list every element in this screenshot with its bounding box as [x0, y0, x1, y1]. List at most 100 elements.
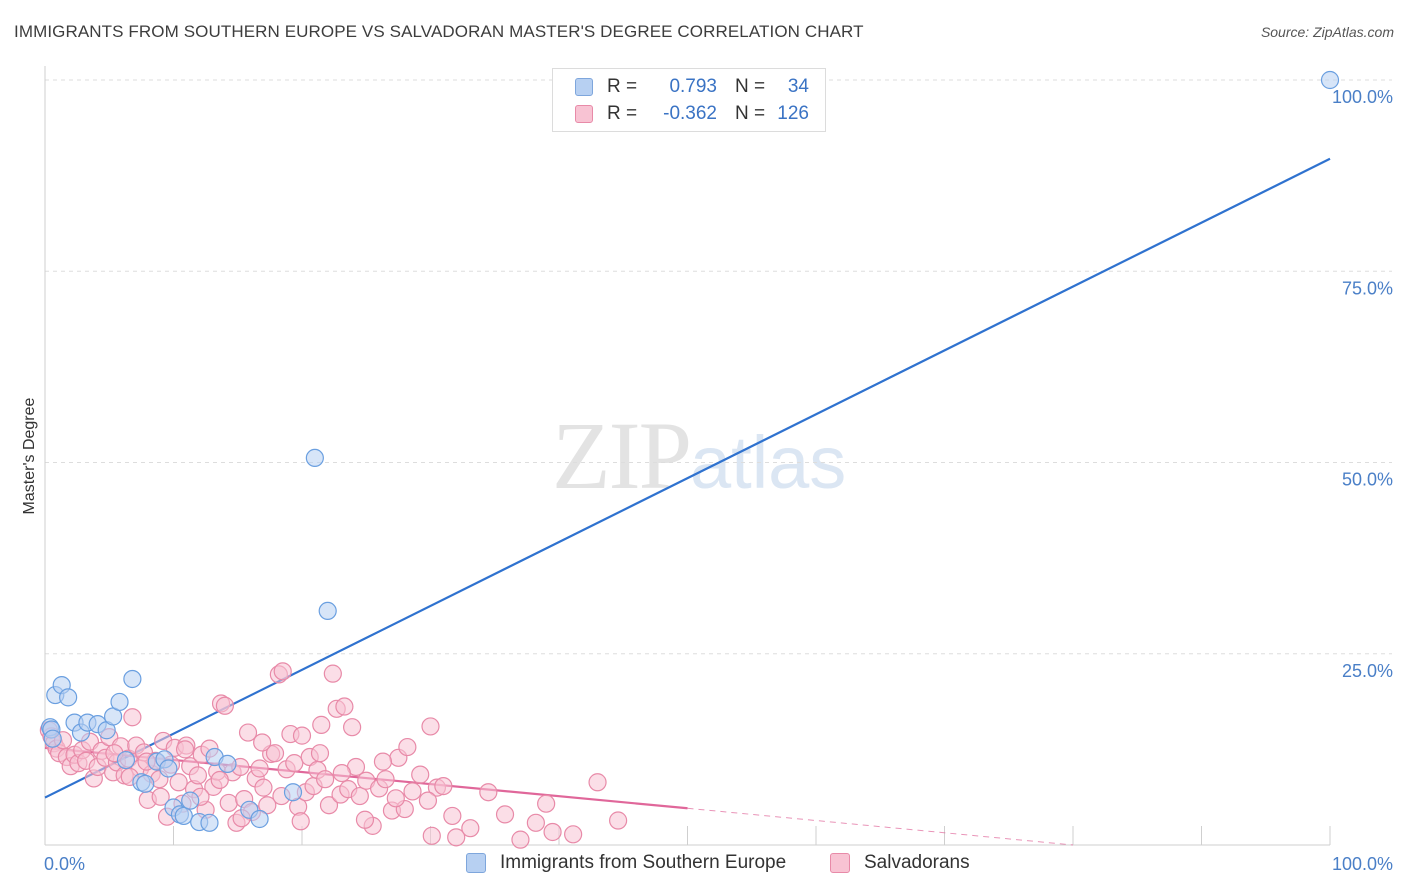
point-salvadorans [376, 770, 395, 789]
legend-row-salvadorans: R = -0.362 N = 126 [575, 101, 809, 127]
point-salvadorans [479, 783, 498, 802]
point-salvadorans [411, 765, 430, 784]
point-southern-europe [305, 448, 324, 468]
legend-n-value: 34 [787, 76, 809, 97]
point-salvadorans [421, 717, 440, 736]
point-salvadorans [292, 726, 312, 745]
point-salvadorans [386, 789, 405, 808]
legend-swatch-blue [466, 853, 486, 873]
legend-swatch-blue [575, 78, 593, 96]
point-salvadorans [210, 770, 229, 790]
point-salvadorans [285, 754, 304, 773]
point-salvadorans [495, 805, 515, 824]
point-salvadorans [169, 773, 188, 792]
point-southern-europe [181, 791, 200, 810]
watermark-zip: ZIP [552, 402, 692, 509]
point-southern-europe [116, 750, 136, 770]
point-salvadorans [526, 813, 545, 832]
legend-n-label: N = [735, 76, 766, 97]
point-salvadorans [564, 825, 583, 844]
series-legend: Immigrants from Southern Europe Salvador… [0, 852, 1406, 876]
point-salvadorans [373, 752, 393, 771]
y-tick-label: 50.0% [1342, 470, 1393, 490]
point-salvadorans [350, 786, 369, 806]
point-salvadorans [254, 778, 273, 797]
point-salvadorans [434, 776, 453, 796]
legend-n-value: 126 [777, 103, 809, 124]
y-tick-label: 75.0% [1342, 278, 1393, 298]
point-southern-europe [1320, 70, 1340, 90]
point-salvadorans [310, 744, 330, 763]
x-tick-label: 100.0% [1332, 854, 1393, 874]
point-salvadorans [258, 796, 277, 815]
point-southern-europe [110, 692, 129, 712]
point-salvadorans [543, 822, 562, 842]
point-salvadorans [319, 796, 339, 815]
point-salvadorans [316, 770, 335, 789]
trend-line-southern-europe [44, 157, 1331, 799]
y-tick-label: 100.0% [1332, 87, 1393, 107]
point-salvadorans [123, 708, 142, 727]
legend-label: Immigrants from Southern Europe [500, 852, 787, 873]
point-salvadorans [588, 773, 607, 792]
grid-lines [45, 79, 1392, 655]
point-salvadorans [250, 759, 269, 778]
chart-title: IMMIGRANTS FROM SOUTHERN EUROPE VS SALVA… [14, 22, 864, 41]
point-salvadorans [461, 819, 480, 838]
data-points [39, 70, 1340, 849]
legend-swatch-pink [830, 853, 850, 873]
point-southern-europe [123, 669, 142, 689]
legend-swatch-pink [575, 105, 593, 123]
point-salvadorans [511, 830, 530, 849]
legend-r-label: R = [607, 76, 638, 97]
y-tick-label: 25.0% [1342, 661, 1393, 681]
point-salvadorans [323, 664, 342, 683]
point-salvadorans [443, 806, 462, 826]
point-southern-europe [283, 783, 303, 802]
point-southern-europe [250, 809, 269, 829]
point-salvadorans [422, 826, 441, 845]
point-salvadorans [418, 791, 438, 810]
legend-label: Salvadorans [864, 852, 970, 873]
point-southern-europe [159, 759, 178, 778]
point-southern-europe [218, 754, 237, 774]
point-salvadorans [403, 782, 422, 801]
point-salvadorans [355, 810, 375, 829]
correlation-legend: R = 0.793 N = 34 R = -0.362 N = 126 [552, 68, 826, 132]
point-salvadorans [332, 763, 351, 783]
point-salvadorans [312, 715, 331, 734]
point-salvadorans [215, 696, 234, 715]
point-salvadorans [609, 811, 628, 830]
point-salvadorans [273, 662, 292, 681]
legend-item-southern-europe: Immigrants from Southern Europe [466, 852, 786, 874]
point-southern-europe [318, 601, 337, 621]
point-salvadorans [265, 744, 285, 763]
point-salvadorans [343, 718, 362, 737]
point-salvadorans [238, 723, 258, 742]
tick-labels: 25.0% 50.0% 75.0% 100.0% 0.0% 100.0% [44, 87, 1393, 874]
point-salvadorans [537, 794, 556, 813]
trend-line-salvadorans-extension [687, 807, 1074, 846]
watermark: ZIPatlas [552, 400, 846, 511]
point-salvadorans [151, 787, 170, 806]
legend-r-value: 0.793 [669, 76, 717, 97]
point-salvadorans [253, 733, 272, 752]
point-southern-europe [43, 729, 62, 748]
legend-n-label: N = [735, 103, 766, 124]
legend-row-southern-europe: R = 0.793 N = 34 [575, 74, 809, 100]
point-salvadorans [335, 697, 354, 716]
legend-r-value: -0.362 [663, 103, 717, 124]
point-salvadorans [188, 766, 208, 785]
axes [44, 66, 1331, 846]
point-salvadorans [175, 740, 195, 759]
point-southern-europe [174, 806, 193, 826]
legend-item-salvadorans: Salvadorans [830, 852, 970, 874]
point-southern-europe [136, 774, 155, 793]
legend-r-label: R = [607, 103, 638, 124]
point-southern-europe [200, 813, 219, 832]
point-salvadorans [291, 812, 310, 831]
y-axis-label: Master's Degree [21, 397, 38, 514]
point-salvadorans [447, 828, 466, 847]
point-salvadorans [219, 793, 238, 813]
